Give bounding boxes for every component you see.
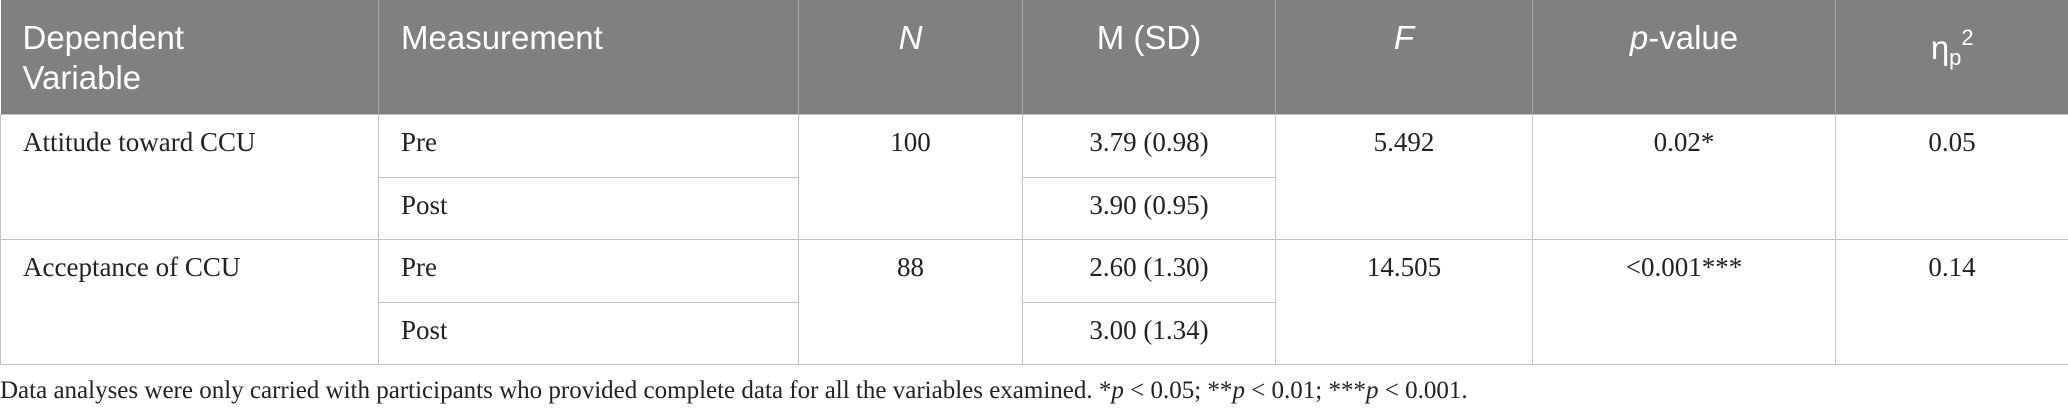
cell-measurement: Pre	[378, 113, 799, 178]
table-footnote: Data analyses were only carried with par…	[0, 376, 1468, 406]
table-row: Attitude toward CCU Pre 100 3.79 (0.98) …	[0, 113, 2068, 240]
cell-dependent-variable: Attitude toward CCU	[0, 113, 379, 240]
header-f: F	[1275, 0, 1533, 114]
cell-n: 100	[798, 113, 1023, 240]
table-header: Dependent Variable Measurement N M (SD) F…	[0, 0, 2068, 114]
cell-eta-squared: 0.05	[1835, 113, 2068, 240]
table-body: Attitude toward CCU Pre 100 3.79 (0.98) …	[0, 113, 2068, 365]
header-dependent-variable-line1: Dependent	[22, 19, 184, 56]
header-p-value-rest: -value	[1648, 19, 1739, 56]
cell-p-value: 0.02*	[1532, 113, 1836, 240]
header-eta-main: η	[1930, 29, 1950, 66]
cell-measurement: Pre	[378, 238, 799, 303]
footnote-t2: < 0.01; ***	[1244, 377, 1366, 404]
header-n: N	[798, 0, 1023, 114]
cell-measurement: Post	[378, 176, 799, 240]
table-row: Post 3.90 (0.95)	[1, 176, 2068, 240]
header-measurement: Measurement	[378, 0, 799, 114]
header-m-sd: M (SD)	[1022, 0, 1276, 114]
footnote-t1: < 0.05; **	[1123, 377, 1233, 404]
cell-measurement: Post	[378, 301, 799, 365]
header-eta-sub: p	[1949, 45, 1962, 70]
header-row: Dependent Variable Measurement N M (SD) F…	[0, 0, 2068, 114]
table-row: Acceptance of CCU Pre 88 2.60 (1.30) 14.…	[0, 238, 2068, 365]
header-p-value: p-value	[1532, 0, 1836, 114]
cell-m-sd: 3.90 (0.95)	[1022, 176, 1276, 240]
header-dependent-variable-line2: Variable	[22, 59, 142, 96]
cell-m-sd: 2.60 (1.30)	[1022, 238, 1276, 303]
footnote-t3: < 0.001.	[1378, 377, 1468, 404]
cell-p-value: <0.001***	[1532, 238, 1836, 365]
header-p-value-italic: p	[1629, 19, 1649, 56]
footnote-p1: p	[1111, 377, 1124, 404]
header-dependent-variable: Dependent Variable	[0, 0, 379, 114]
cell-f: 5.492	[1275, 113, 1533, 240]
footnote-p2: p	[1232, 377, 1245, 404]
cell-m-sd: 3.00 (1.34)	[1022, 301, 1276, 365]
cell-f: 14.505	[1275, 238, 1533, 365]
footnote-intro: Data analyses were only carried with par…	[0, 377, 1112, 404]
header-eta-sup: 2	[1961, 25, 1974, 50]
cell-n: 88	[798, 238, 1023, 365]
cell-eta-squared: 0.14	[1835, 238, 2068, 365]
results-table: Dependent Variable Measurement N M (SD) F…	[0, 0, 2068, 365]
table-row: Post 3.00 (1.34)	[1, 301, 2068, 365]
footnote-p3: p	[1365, 377, 1379, 404]
cell-m-sd: 3.79 (0.98)	[1022, 113, 1276, 178]
header-eta-squared: ηp2	[1835, 0, 2068, 114]
cell-dependent-variable: Acceptance of CCU	[0, 238, 379, 365]
